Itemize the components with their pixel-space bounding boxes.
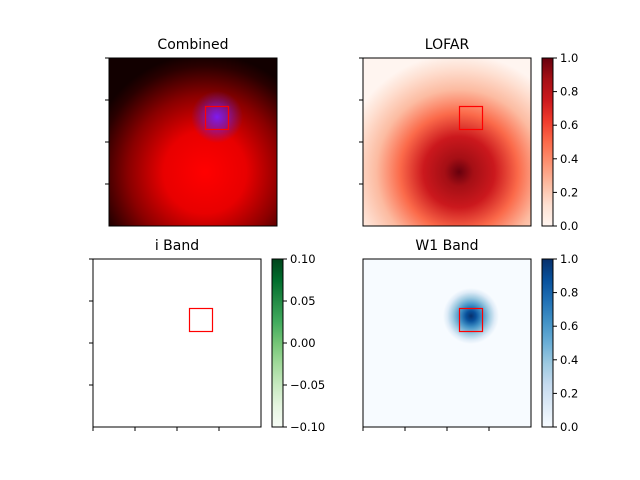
w1-band-colorbar-tick-label: 0.0 [560,420,578,434]
i-band-colorbar-ticks: 0.10 0.05 0.00 −0.05 −0.10 [283,252,325,434]
i-band-colorbar-tick-label: 0.00 [290,336,316,350]
w1-band-box [458,307,484,333]
w1-band-ticks [362,427,490,431]
lofar-box [458,105,484,131]
combined-title: Combined [157,37,228,53]
panel-i-band: i Band 0.10 0.05 0.00 −0.05 −0.10 [89,238,325,434]
i-band-image [93,259,261,427]
combined-blue-source [109,58,277,226]
i-band-colorbar-tick-label: −0.10 [290,420,325,434]
combined-ticks [105,57,109,185]
lofar-colorbar-tick-label: 0.0 [560,219,578,233]
lofar-title: LOFAR [425,37,470,53]
w1-band-title: W1 Band [415,238,478,254]
i-band-title: i Band [155,238,199,254]
lofar-colorbar-ticks: 0.0 0.2 0.4 0.6 0.8 1.0 [553,51,578,233]
i-band-box [188,307,214,333]
w1-band-colorbar-tick-label: 0.8 [560,286,578,300]
lofar-colorbar [541,57,554,227]
w1-band-colorbar-ticks: 0.0 0.2 0.4 0.6 0.8 1.0 [553,252,578,434]
panel-w1-band: W1 Band 0.0 0.2 0.4 0.6 0.8 1.0 [362,238,578,434]
lofar-colorbar-tick-label: 0.6 [560,118,578,132]
w1-band-image [363,259,531,427]
i-band-colorbar [271,258,284,428]
lofar-colorbar-tick-label: 0.4 [560,152,578,166]
panel-lofar: LOFAR 0.0 0.2 0.4 0.6 0.8 1.0 [359,37,578,233]
lofar-colorbar-tick-label: 0.2 [560,185,578,199]
i-band-colorbar-tick-label: −0.05 [290,378,325,392]
w1-band-colorbar-tick-label: 0.2 [560,386,578,400]
w1-band-colorbar-tick-label: 0.6 [560,319,578,333]
w1-band-colorbar [541,258,554,428]
lofar-image [363,58,531,226]
w1-band-colorbar-tick-label: 0.4 [560,353,578,367]
panel-combined: Combined [105,37,278,227]
i-band-colorbar-tick-label: 0.10 [290,252,316,266]
combined-box [204,105,230,131]
i-band-colorbar-tick-label: 0.05 [290,294,316,308]
i-band-ticks [89,258,220,431]
lofar-ticks [359,57,363,185]
w1-band-colorbar-tick-label: 1.0 [560,252,578,266]
lofar-colorbar-tick-label: 0.8 [560,85,578,99]
lofar-colorbar-tick-label: 1.0 [560,51,578,65]
